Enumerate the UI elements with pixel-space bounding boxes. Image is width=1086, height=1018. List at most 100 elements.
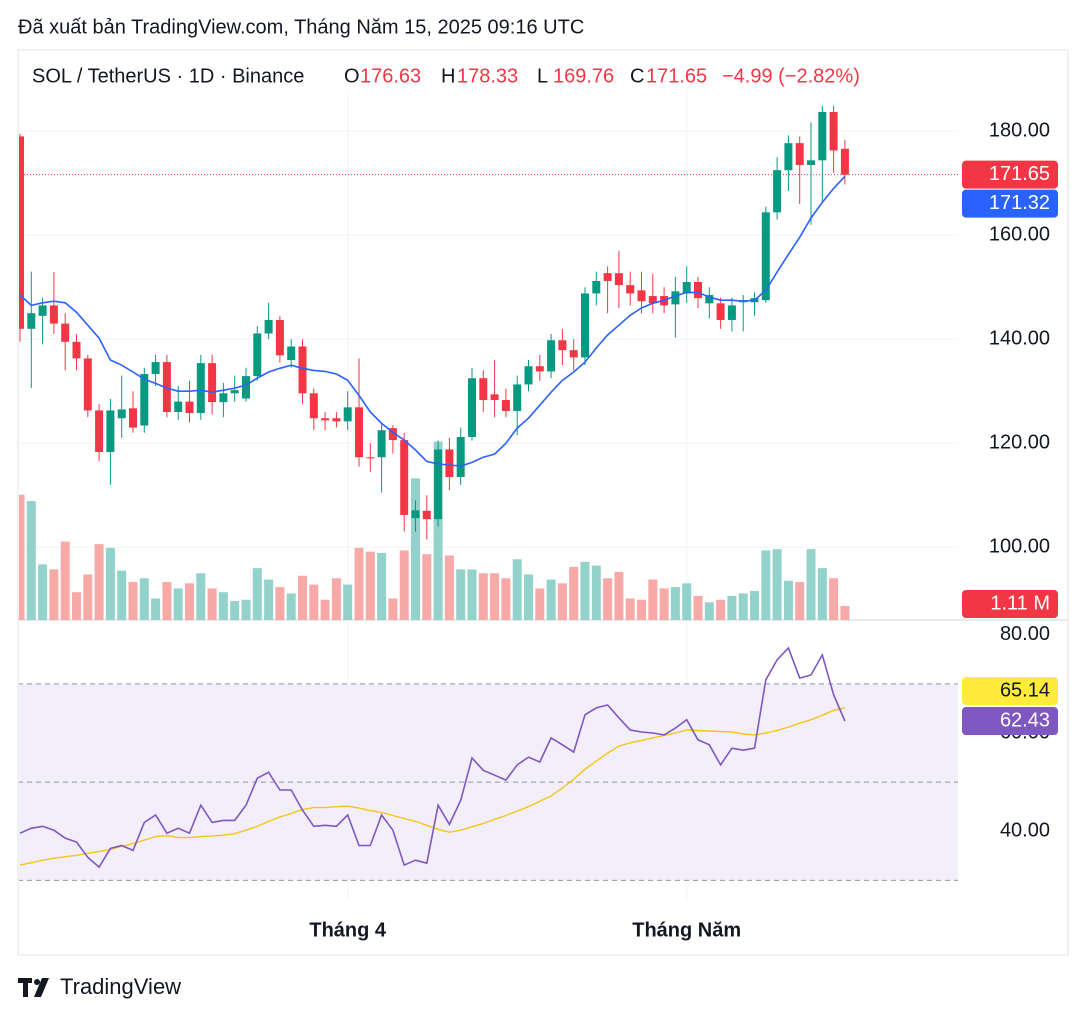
candle-body [479,378,488,401]
volume-bar [806,549,816,620]
candle-body [400,440,409,515]
candle-body [727,305,736,320]
candle-body [219,393,228,403]
volume-bar [411,478,420,620]
candle-body [411,510,420,519]
candle-body [61,323,70,342]
volume-bar [72,592,81,620]
candle-body [840,148,849,175]
volume-bar [388,598,398,620]
candle-body [185,401,194,414]
volume-bar [230,601,240,620]
candle-body [829,111,838,151]
candle-body [773,170,782,213]
volume-bar [309,584,319,620]
volume-bar [320,599,330,620]
volume-bar [252,568,262,620]
legend-value: 178.33 [457,65,518,87]
candle-body [535,366,544,372]
legend-change: −4.99 (−2.82%) [722,65,860,87]
candle-body [129,408,137,428]
volume-bar [433,441,443,620]
candle-body [321,418,330,421]
volume-bar [772,549,782,620]
ma-label-box [962,189,1058,218]
volume-bar [151,598,161,620]
candle-body [592,280,601,294]
volume-bar [162,582,172,620]
volume-bar [524,574,533,620]
volume-bar [331,578,341,620]
candle-body [603,273,612,281]
candle-body [287,346,296,360]
volume-bar [365,551,375,620]
rsi-tick-label: 40.00 [1000,820,1050,842]
rsi-ma-label-box [962,677,1058,706]
candle-body [174,401,183,412]
volume-bar [704,602,714,620]
volume-bar [659,588,669,620]
volume-bar [625,598,635,620]
candle-body [332,418,341,422]
volume-bar [648,579,658,620]
candle-body [784,143,793,171]
candle-body [309,393,318,419]
volume-bar [105,547,115,620]
volume-bar [94,544,104,620]
candle-body [264,319,273,334]
candle-body [140,374,149,426]
volume-bar [682,583,692,620]
candle-body [253,333,262,377]
volume-bar [128,582,138,620]
overlay: 100.00 120.00 140.00 160.00 180.00 Tháng 4 Thá… [309,119,1058,941]
volume-bar [546,579,556,620]
y-tick-label: 160.00 [989,223,1050,245]
volume-bar [354,547,364,620]
volume-bar [738,593,748,620]
volume-bar [490,573,500,620]
volume-bar [750,590,759,620]
candle-body [547,340,556,372]
volume-bar [817,568,827,620]
volume-bar [840,605,850,620]
volume-label: 1.11 M [990,592,1050,614]
volume-bar [298,575,307,620]
candle-body [208,363,217,403]
rsi-tick-label: 80.00 [1000,623,1050,645]
volume-bar [829,578,839,620]
candle-body [366,457,375,459]
candle-body [151,362,160,375]
volume-bar [761,550,771,620]
candle-body [388,428,397,441]
volume-bar [117,570,127,620]
volume-label-box [962,590,1058,618]
candle-body [637,290,646,302]
candle-body [422,510,431,520]
candle-body [558,340,567,351]
volume-bar [275,587,285,620]
candle-body [569,350,578,358]
volume-bar [173,588,183,620]
volume-bar [783,580,793,620]
candle-body [117,409,126,419]
last-price-label: 171.65 [989,163,1050,185]
volume-bar [670,587,680,620]
rsi-label-box [962,707,1058,736]
candle-body [355,407,363,458]
candle-body [343,407,352,422]
volume-bar [693,595,703,620]
candle-body [671,291,680,305]
legend-key: C [630,65,644,87]
legend-value: 176.63 [360,65,421,87]
candle-body [524,366,533,385]
candle-body [795,143,804,165]
candle-body [298,346,307,394]
legend-key: L [537,65,548,87]
logo [18,978,49,997]
volume-bar [637,599,646,620]
chart-frame [17,49,1069,956]
candle-body [648,296,657,304]
candle-body [230,390,239,394]
candle-body [501,400,510,411]
volume-bar [19,494,25,620]
